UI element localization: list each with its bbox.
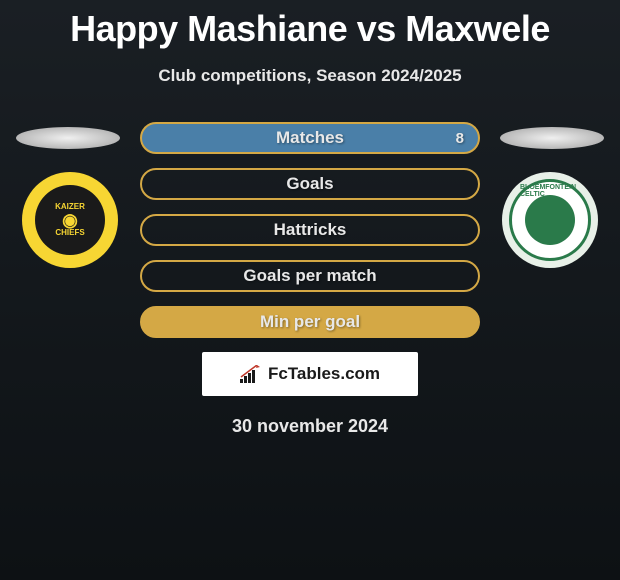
stat-bar-hattricks: Hattricks <box>140 214 480 246</box>
branding-box: FcTables.com <box>202 352 418 396</box>
stat-bar-matches: Matches 8 <box>140 122 480 154</box>
club-right-ring-text: BLOEMFONTEIN CELTIC <box>512 182 588 258</box>
stat-row: Goals per match <box>0 260 620 292</box>
club-badge-left: KAIZER ◉ CHIEFS <box>22 172 118 268</box>
stat-label: Hattricks <box>274 220 347 240</box>
stat-bar-goals-per-match: Goals per match <box>140 260 480 292</box>
stat-label: Min per goal <box>260 312 360 332</box>
stat-row: Min per goal <box>0 306 620 338</box>
stat-value-right: 8 <box>456 130 464 147</box>
first-stat-row-wrap: Matches 8 <box>0 122 620 154</box>
stat-bar-min-per-goal: Min per goal <box>140 306 480 338</box>
subtitle: Club competitions, Season 2024/2025 <box>0 66 620 86</box>
player-right-ellipse <box>500 127 604 149</box>
page-title: Happy Mashiane vs Maxwele <box>0 0 620 50</box>
club-badge-right-inner: BLOEMFONTEIN CELTIC <box>509 179 591 261</box>
date-label: 30 november 2024 <box>0 416 620 437</box>
stat-label: Goals <box>286 174 333 194</box>
club-badge-right: BLOEMFONTEIN CELTIC <box>502 172 598 268</box>
club-left-text-bottom: CHIEFS <box>55 229 84 237</box>
stat-bar-goals: Goals <box>140 168 480 200</box>
stat-label: Goals per match <box>243 266 376 286</box>
comparison-panel: Matches 8 Goals Hattricks Goals per matc… <box>0 122 620 437</box>
club-left-icon: ◉ <box>62 211 78 229</box>
player-left-ellipse <box>16 127 120 149</box>
stat-label: Matches <box>276 128 344 148</box>
club-badge-left-inner: KAIZER ◉ CHIEFS <box>35 185 105 255</box>
branding-label: FcTables.com <box>268 364 380 384</box>
fctables-icon <box>240 365 262 383</box>
